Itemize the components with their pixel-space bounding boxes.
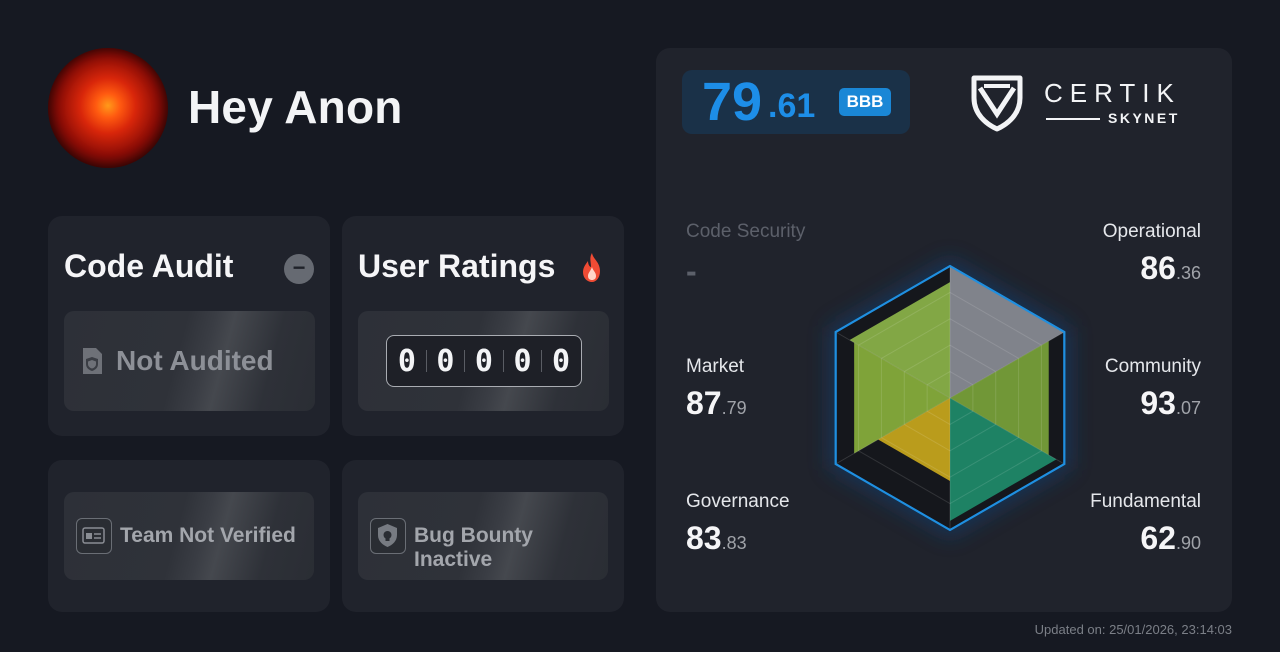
radar-spoke [835,397,951,465]
user-ratings-title: User Ratings [358,248,556,284]
radar-spoke [949,331,1065,399]
rating-counter: 0 0 0 0 0 [386,335,582,387]
audit-status-text: Not Audited [116,345,274,376]
radar-sector-community [950,398,1057,521]
project-name: Hey Anon [188,81,403,133]
radar-grid-ring [903,344,997,452]
code-audit-card[interactable]: Code Audit − Not Audited [48,216,330,436]
rating-digit: 0 [397,343,416,379]
team-panel: Team Not Verified [64,492,314,580]
id-card-icon [76,518,112,554]
shield-lock-icon [370,518,406,554]
radar-sector-operational [950,341,1049,455]
radar-sector-market [849,282,950,398]
overall-score[interactable]: 79 .61 BBB [682,70,910,134]
team-card[interactable]: Team Not Verified [48,460,330,612]
rating-digit: 0 [551,343,571,379]
rating-digit: 0 [474,343,493,379]
minus-circle-icon: − [284,254,314,284]
rating-counter-panel: 0 0 0 0 0 [358,311,609,411]
brand-sub: SKYNET [1108,110,1180,126]
rating-digit: 0 [513,343,532,379]
bug-bounty-card[interactable]: Bug Bounty Inactive [342,460,624,612]
bug-bounty-panel: Bug Bounty Inactive [358,492,608,580]
radar-grid-ring [858,291,1042,505]
radar-grid-ring [926,371,974,425]
certik-shield-icon [971,75,1023,132]
brand-name: CERTIK [1044,78,1181,108]
category-value-fundamental: 62.90 [1140,520,1201,556]
team-status-text: Team Not Verified [120,524,296,547]
fire-icon [583,253,600,282]
score-integer: 79 [702,72,763,132]
category-label-code-security: Code Security [686,221,806,242]
radar-border [834,264,1066,532]
skynet-score-panel: 79 .61 BBB CERTIK SKYNET Code Security -… [656,48,1232,612]
updated-timestamp: Updated on: 25/01/2026, 23:14:03 [1034,622,1232,637]
radar-spoke [949,397,1065,465]
category-label-market: Market [686,356,745,377]
radar-sector-fundamental [878,398,950,482]
code-audit-title: Code Audit [64,248,234,284]
not-audited-panel: Not Audited [64,311,315,411]
radar-sector-code-security [950,266,1065,398]
category-value-market: 87.79 [686,385,747,421]
rating-digit: 0 [436,343,455,379]
category-value-operational: 86.36 [1140,250,1201,286]
category-label-governance: Governance [686,491,790,512]
project-avatar [48,48,168,168]
category-value-governance: 83.83 [686,520,747,556]
category-label-community: Community [1104,356,1201,377]
radar-grid-ring [880,318,1020,478]
score-decimal: .61 [768,87,816,125]
category-label-operational: Operational [1102,221,1201,242]
brand-divider [1046,118,1100,120]
radar-spoke [835,331,951,399]
bug-bounty-status-text: Bug Bounty Inactive [414,524,533,571]
radar-sector-governance [854,342,950,454]
category-value-community: 93.07 [1140,385,1201,421]
shield-document-icon [83,348,102,374]
category-value-code-security: - [686,253,697,289]
category-label-fundamental: Fundamental [1090,491,1201,512]
radar-chart [828,258,1072,538]
user-ratings-card[interactable]: User Ratings 0 0 0 0 0 [342,216,624,436]
grade-badge: BBB [839,88,891,116]
